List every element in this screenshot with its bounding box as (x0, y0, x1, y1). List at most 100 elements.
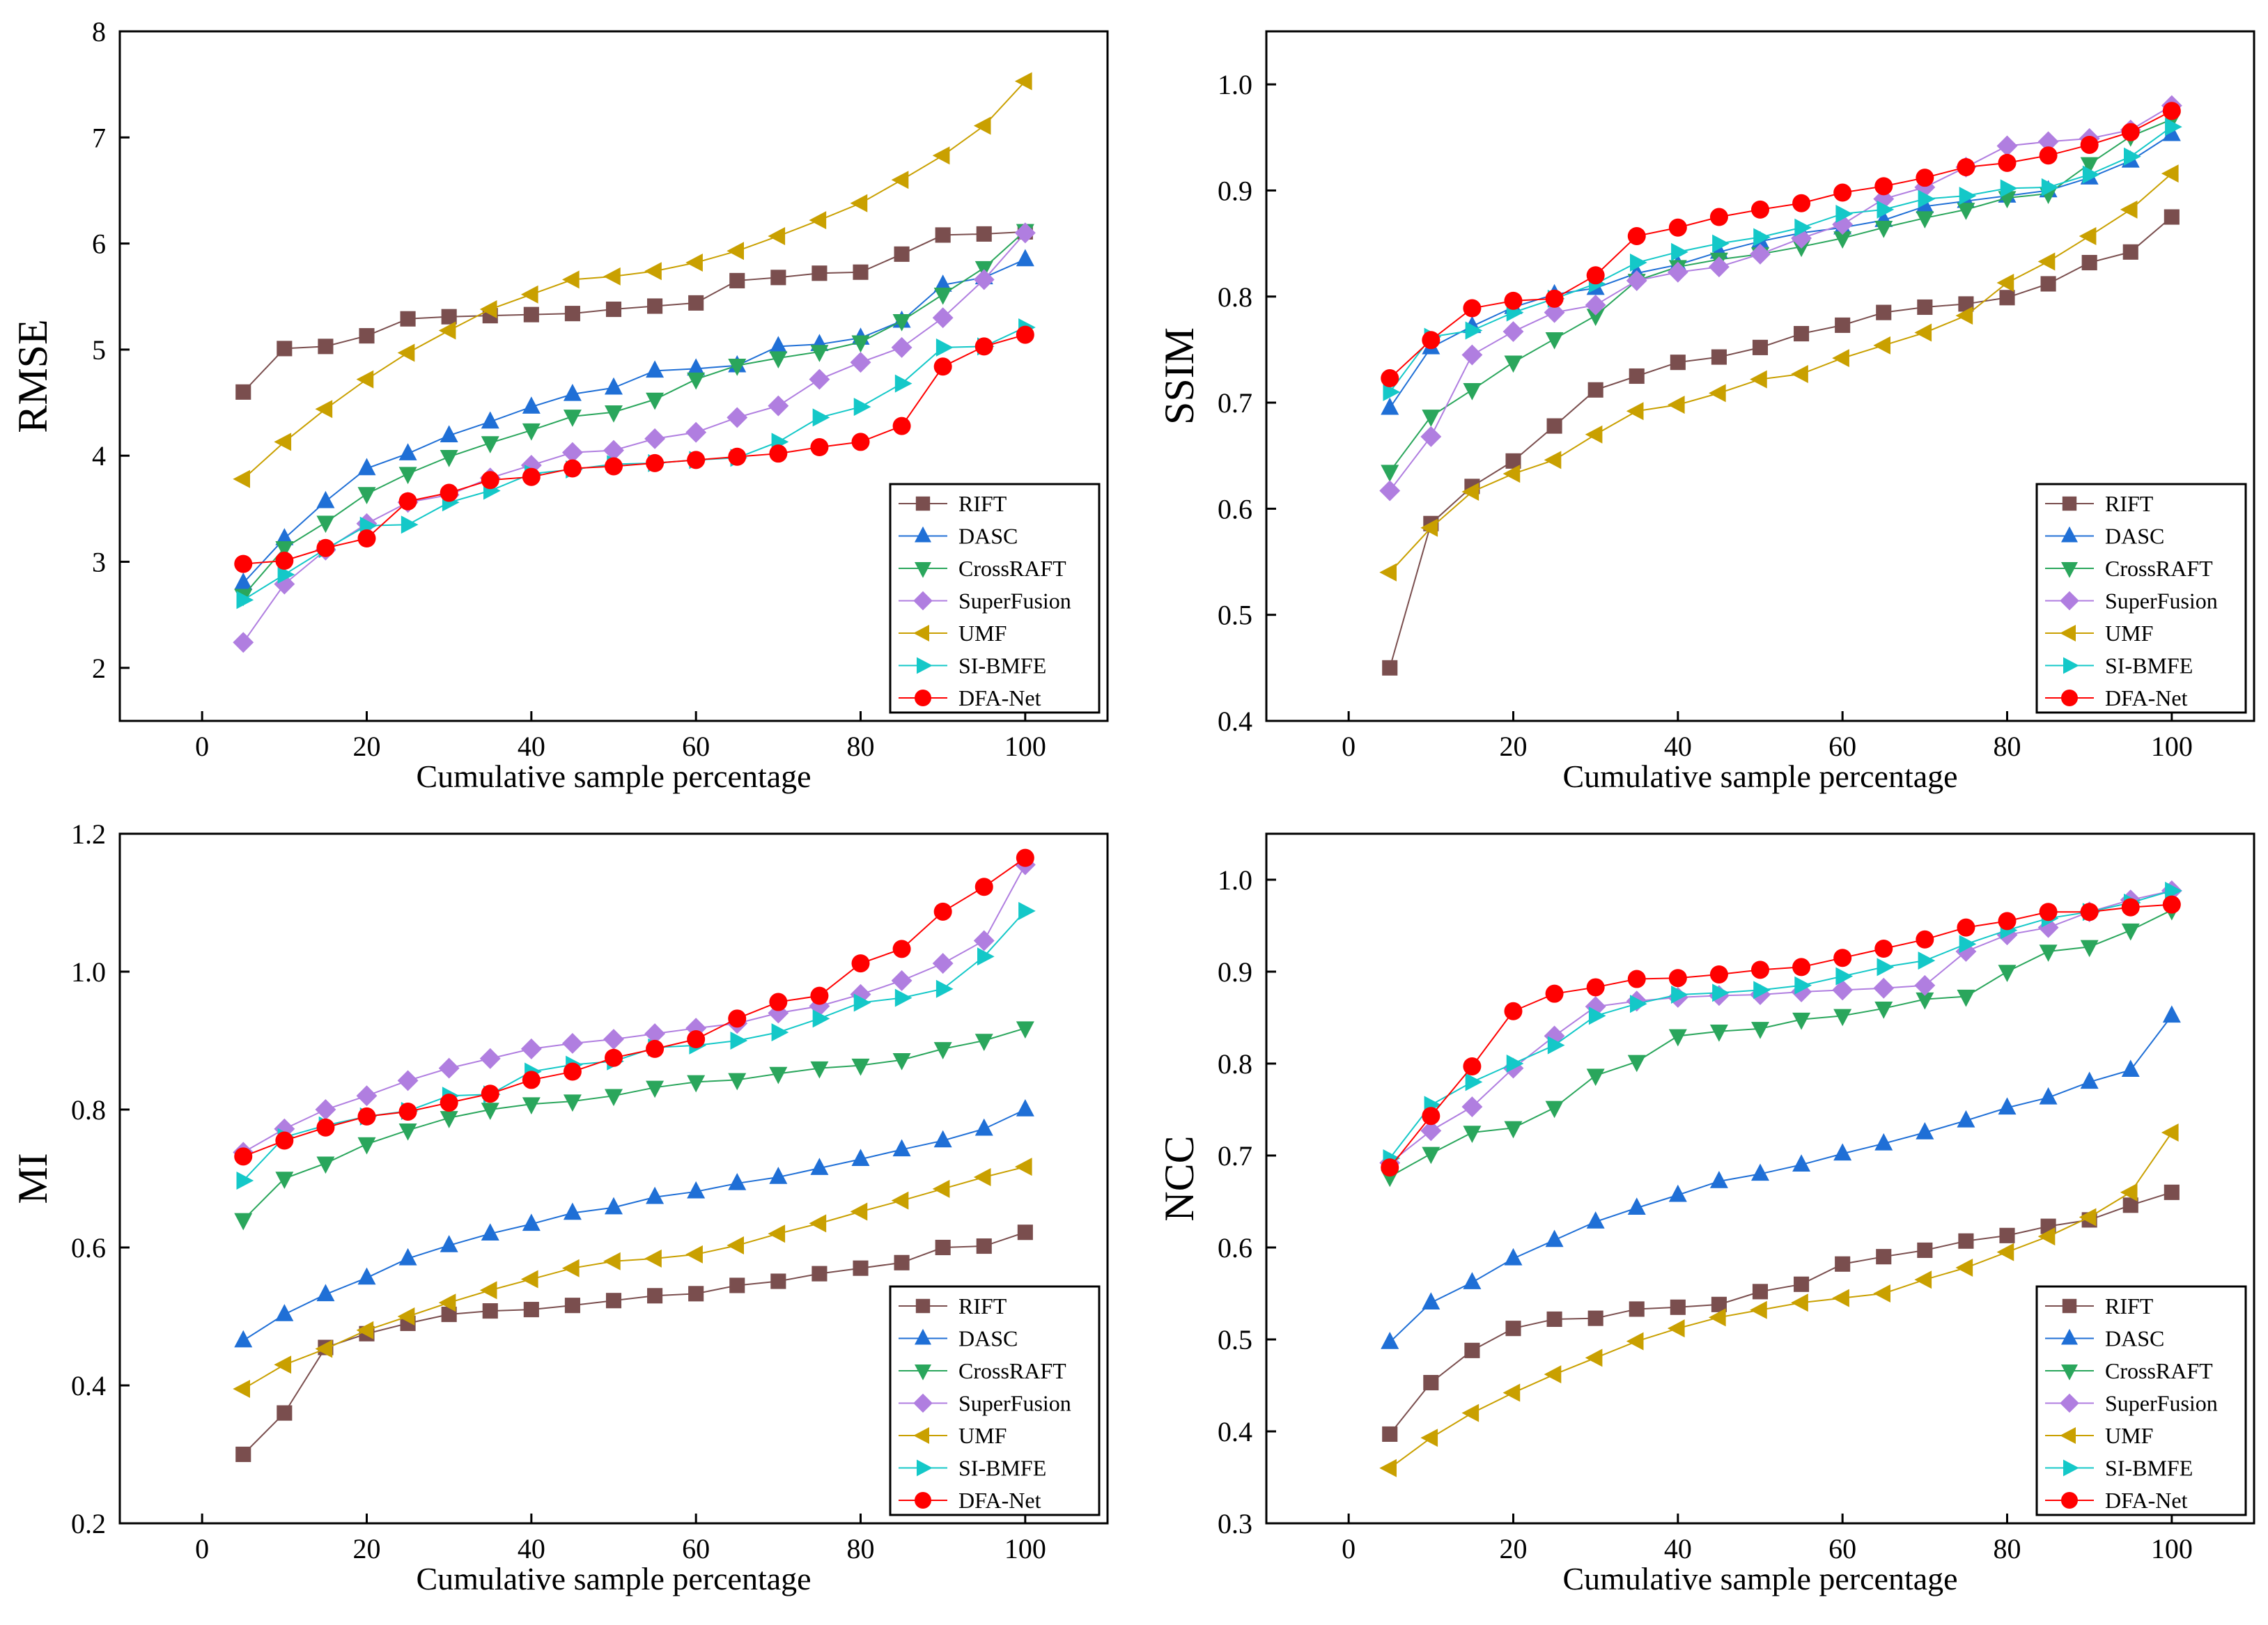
data-point-crossraft (933, 1042, 952, 1059)
series-dfa-net (1381, 102, 2181, 388)
legend-marker-umf (2060, 625, 2076, 642)
data-point-umf (520, 1270, 538, 1289)
data-point-dfa-net (398, 1102, 417, 1121)
data-point-crossraft (2080, 157, 2099, 175)
legend-marker-si-bmfe (917, 657, 933, 674)
data-point-superfusion (644, 1023, 666, 1045)
data-point-dfa-net (1586, 266, 1605, 285)
data-point-crossraft (563, 410, 582, 427)
data-point-rift (853, 1260, 869, 1276)
data-point-umf (561, 1259, 580, 1277)
data-point-crossraft (522, 423, 541, 441)
data-point-dasc (1016, 249, 1034, 267)
y-tick-label: 0.8 (1218, 281, 1252, 313)
data-point-dfa-net (728, 447, 747, 466)
legend-marker-si-bmfe (2063, 1459, 2079, 1477)
data-point-dasc (1916, 196, 1934, 214)
data-point-dfa-net (1668, 969, 1687, 988)
data-point-umf (1014, 72, 1032, 91)
series-dfa-net (1381, 895, 2181, 1177)
series-superfusion (1379, 95, 2182, 502)
data-point-umf (1996, 1243, 2014, 1261)
y-tick-label: 0.2 (71, 1508, 106, 1539)
data-point-rift (564, 1298, 580, 1314)
data-point-umf (2120, 200, 2138, 219)
data-point-rift (1876, 1249, 1892, 1265)
data-point-rift (1794, 326, 1810, 342)
data-point-crossraft (522, 1097, 541, 1115)
series-dfa-net (234, 848, 1034, 1166)
chart-panel-mi: 0 20 40 60 80 100 0.2 0.4 0.6 0.8 1.0 1.2 Cumulative… (10, 818, 1109, 1596)
legend-label-si-bmfe: SI-BMFE (958, 653, 1046, 678)
data-point-crossraft (892, 314, 911, 332)
data-point-si-bmfe (935, 338, 954, 357)
data-point-umf (1832, 1289, 1849, 1307)
legend-marker-rift (915, 496, 931, 511)
data-point-dfa-net (1545, 984, 1564, 1003)
data-point-superfusion (1502, 321, 1524, 342)
legend-label-rift: RIFT (2105, 491, 2154, 516)
data-point-si-bmfe (1712, 234, 1730, 253)
data-point-dasc (481, 411, 499, 429)
data-point-rift (1999, 1227, 2015, 1243)
data-point-umf (1791, 364, 1808, 383)
data-point-si-bmfe (2041, 178, 2059, 196)
data-point-superfusion (1544, 302, 1565, 323)
x-tick-label: 100 (1004, 731, 1046, 762)
data-point-superfusion (973, 930, 995, 951)
data-point-si-bmfe (894, 374, 912, 393)
data-point-umf (1667, 1319, 1685, 1338)
legend-marker-si-bmfe (2063, 657, 2079, 674)
legend-label-si-bmfe: SI-BMFE (2105, 1456, 2193, 1481)
data-point-superfusion (2037, 131, 2059, 153)
data-point-dasc (522, 396, 541, 414)
chart-panel-ncc: 0 20 40 60 80 100 0.3 0.4 0.5 0.6 0.7 0.8 0.9 1.0 Cumu… (1156, 832, 2255, 1596)
data-point-umf (1708, 384, 1726, 403)
data-point-dasc (1545, 1229, 1564, 1247)
data-point-crossraft (1545, 332, 1564, 350)
x-tick-label: 20 (353, 1533, 381, 1564)
data-point-rift (647, 1288, 663, 1304)
legend-label-superfusion: SuperFusion (958, 1391, 1071, 1416)
data-point-dfa-net (1957, 918, 1975, 937)
data-point-si-bmfe (1835, 967, 1854, 986)
data-point-dasc (810, 1158, 829, 1175)
data-point-si-bmfe (1794, 976, 1812, 995)
data-point-dfa-net (851, 954, 870, 973)
y-tick-label: 0.7 (1218, 387, 1252, 419)
data-point-dfa-net (1381, 1158, 1399, 1177)
data-point-superfusion (1914, 974, 1936, 996)
data-point-umf (233, 469, 250, 488)
legend-marker-umf (2060, 1427, 2076, 1444)
data-point-dasc (316, 1284, 335, 1302)
data-point-dasc (1916, 1122, 1934, 1140)
data-point-rift (1017, 1224, 1033, 1241)
y-tick-label: 1.0 (1218, 69, 1252, 100)
y-tick-label: 1.0 (71, 956, 106, 988)
data-point-superfusion (438, 1057, 460, 1079)
data-point-dfa-net (1751, 961, 1769, 979)
data-point-si-bmfe (1018, 901, 1036, 920)
legend-marker-crossraft (915, 1364, 931, 1381)
legend-marker-dfa-net (915, 1492, 931, 1509)
data-point-superfusion (1420, 1120, 1442, 1142)
data-point-crossraft (1874, 221, 1893, 238)
data-point-rift (400, 311, 416, 327)
data-point-crossraft (398, 467, 417, 485)
data-point-si-bmfe (2124, 147, 2141, 166)
data-point-dfa-net (1016, 848, 1034, 867)
data-point-rift (1711, 349, 1727, 365)
data-point-umf (973, 1168, 991, 1187)
data-point-si-bmfe (2165, 118, 2182, 137)
data-point-dasc (563, 383, 582, 401)
data-point-crossraft (1874, 1002, 1893, 1019)
legend-label-crossraft: CrossRAFT (2105, 556, 2213, 581)
data-point-umf (1914, 1270, 1932, 1289)
data-point-dfa-net (1422, 1107, 1440, 1126)
data-point-dfa-net (1957, 157, 1975, 176)
data-point-dfa-net (1709, 965, 1728, 983)
x-axis-title: Cumulative sample percentage (1562, 759, 1957, 794)
data-point-si-bmfe (1671, 986, 1688, 1004)
data-point-dfa-net (851, 433, 870, 451)
data-point-rift (1546, 418, 1562, 434)
